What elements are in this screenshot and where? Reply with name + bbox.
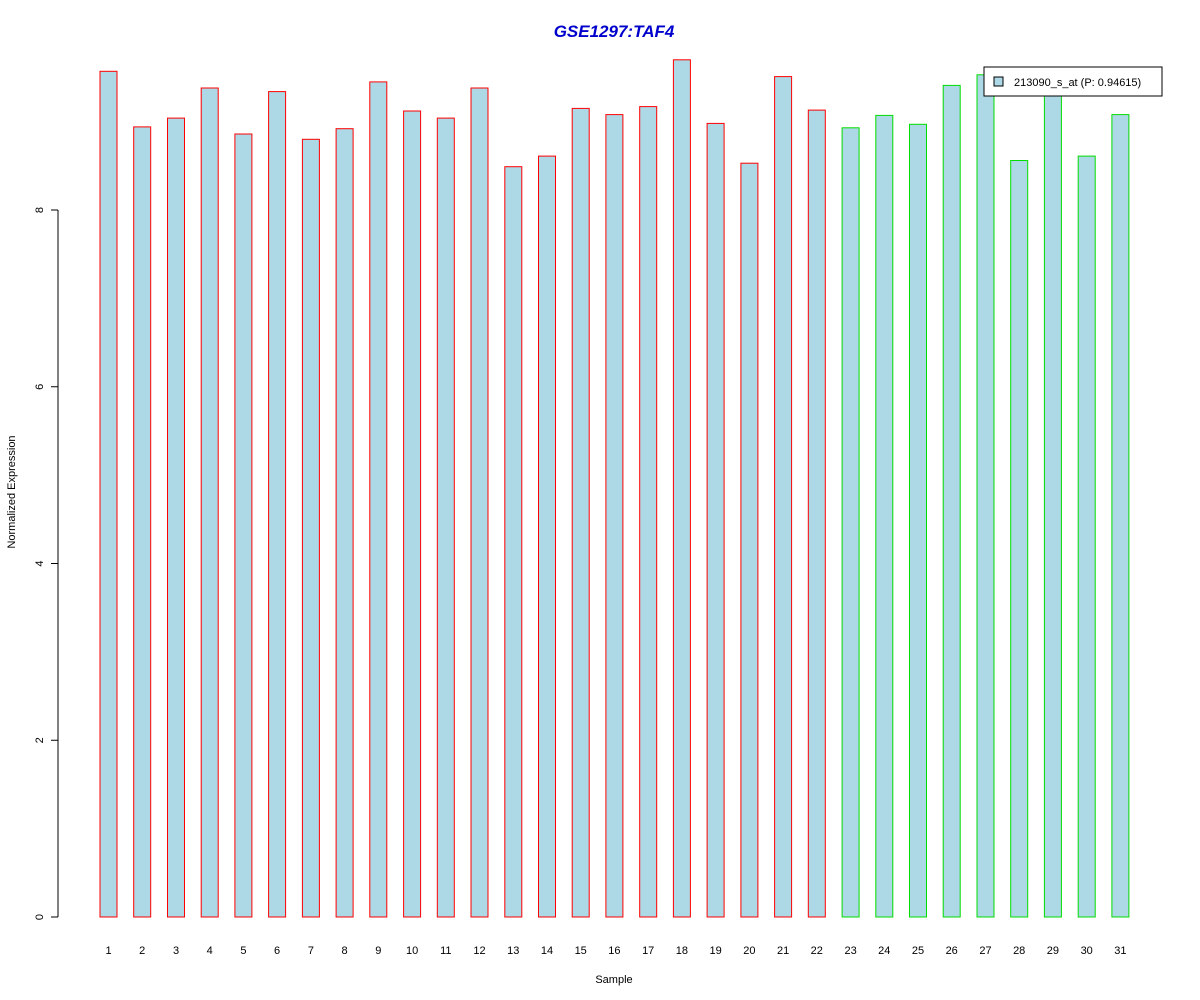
y-tick-label: 4 [34,560,46,566]
x-tick-label: 3 [173,945,179,957]
x-tick-label: 9 [375,945,381,957]
x-tick-label: 6 [274,945,280,957]
bar-sample-26 [942,84,961,918]
x-tick-label: 8 [342,945,348,957]
x-axis-label: Sample [595,974,632,986]
x-tick-label: 21 [777,945,789,957]
x-tick-labels: 1 2 3 4 5 6 7 8 9 10 11 12 13 14 15 16 17 18 19 20 21 22 23 24 2… [105,945,1126,957]
bar-sample-27 [976,74,995,918]
legend-box [983,66,1163,97]
bar-sample-25 [909,123,927,918]
x-tick-label: 1 [105,945,111,957]
x-tick-label: 29 [1047,945,1059,957]
chart-title: GSE1297:TAF4 [554,22,675,41]
bar-sample-19 [706,122,725,918]
bar-sample-13 [504,166,523,918]
y-tick-label: 8 [34,207,46,213]
bar-sample-28 [1010,160,1029,918]
x-tick-label: 24 [878,945,890,957]
bar-sample-23 [841,127,860,918]
x-tick-label: 11 [440,945,451,957]
bar-sample-7 [301,138,320,918]
bar-sample-5 [234,133,253,918]
legend-label: 213090_s_at (P: 0.94615) [1014,77,1141,89]
bar-sample-1 [99,70,118,918]
x-tick-label: 5 [240,945,246,957]
x-tick-label: 31 [1114,945,1126,957]
x-tick-label: 15 [575,945,587,957]
bar-sample-10 [403,110,422,918]
x-tick-label: 16 [608,945,620,957]
x-tick-label: 30 [1081,945,1093,957]
bar-sample-17 [639,106,658,918]
legend-swatch [993,76,1004,87]
bar-sample-8 [335,128,354,918]
y-axis-label: Normalized Expression [6,435,18,548]
x-tick-label: 28 [1013,945,1025,957]
x-tick-label: 2 [139,945,145,957]
bar-sample-11 [436,117,455,918]
bar-sample-24 [875,114,894,918]
x-tick-label: 22 [811,945,823,957]
y-tick-label: 0 [34,914,46,920]
bar-sample-12 [470,87,489,918]
bar-sample-6 [268,91,287,918]
bar-sample-31 [1111,114,1130,918]
bar-sample-4 [200,87,219,918]
bar-sample-18 [672,59,691,918]
x-tick-label: 26 [946,945,958,957]
x-tick-label: 4 [207,945,213,957]
y-tick-label: 6 [34,384,46,390]
x-tick-label: 7 [308,945,314,957]
bar-sample-22 [807,109,826,918]
x-tick-label: 12 [473,945,485,957]
bar-sample-15 [571,107,590,918]
x-tick-label: 23 [844,945,856,957]
bar-sample-20 [740,162,759,918]
bar-sample-30 [1077,155,1096,918]
x-tick-label: 20 [743,945,755,957]
y-tick-label: 2 [34,737,46,743]
x-tick-label: 18 [676,945,688,957]
bar-sample-21 [774,76,793,918]
x-tick-label: 14 [541,945,553,957]
bar-sample-3 [167,117,185,918]
bar-sample-16 [605,114,624,918]
legend: 213090_s_at (P: 0.94615) [983,66,1163,97]
x-tick-label: 27 [979,945,991,957]
bar-sample-9 [369,81,388,918]
bars [99,59,1130,918]
x-tick-label: 17 [642,945,654,957]
x-tick-label: 19 [709,945,721,957]
bar-sample-29 [1043,85,1062,918]
x-tick-label: 10 [406,945,418,957]
bar-sample-14 [538,155,556,918]
x-tick-label: 25 [912,945,924,957]
y-axis: 0 2 4 6 8 [34,207,59,920]
bar-sample-2 [133,126,152,918]
x-tick-label: 13 [507,945,519,957]
